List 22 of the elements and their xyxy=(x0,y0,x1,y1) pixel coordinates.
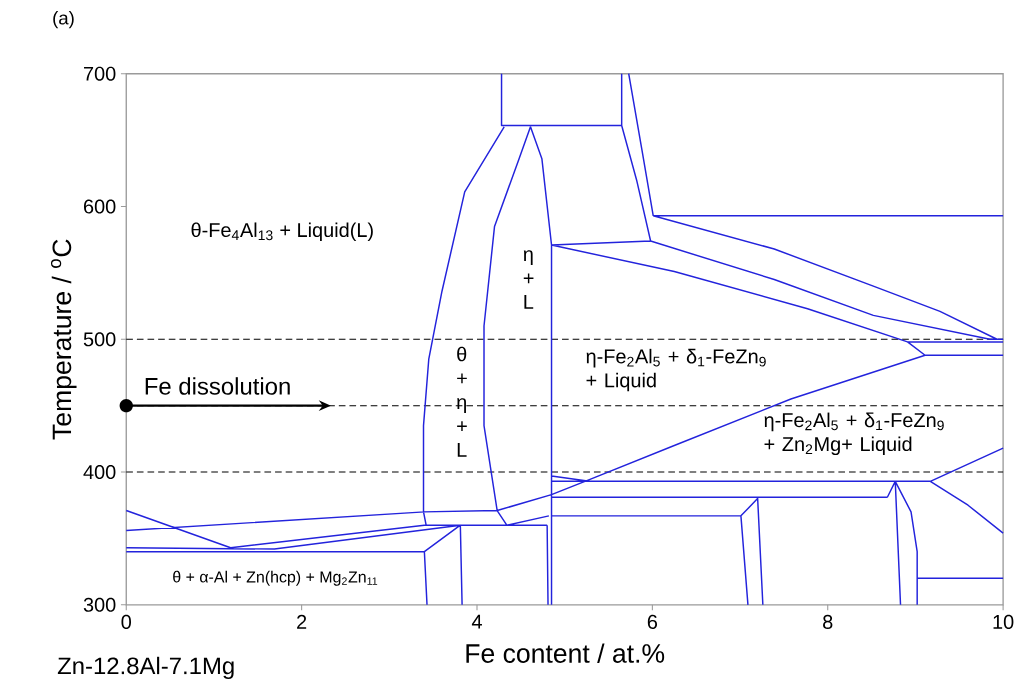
x-tick-label: 10 xyxy=(993,615,1014,630)
y-tick-label: 700 xyxy=(84,66,116,82)
y-tick-label: 300 xyxy=(83,598,116,613)
x-tick-label: 4 xyxy=(471,615,482,629)
x-tick-label: 6 xyxy=(647,615,658,630)
text: η-Fe$_{2}$Al$_{5}$ + δ$_{1}$-FeZn$_{9}$ + Zn$_{2}$Mg+ Liquid xyxy=(764,412,944,456)
text: Zn-12.8Al-7.1Mg xyxy=(57,657,234,680)
annotation: θ + η + L xyxy=(457,346,467,457)
x-tick-label: 0 xyxy=(121,615,132,630)
annotation: η + L xyxy=(523,250,534,310)
annotation: Fe dissolution xyxy=(145,377,290,395)
annotation: θ-Fe$_{4}$Al$_{13}$ + Liquid(L) xyxy=(191,222,373,242)
y-tick-label: 500 xyxy=(83,332,116,347)
y-tick-label: 600 xyxy=(84,199,116,214)
text: η-Fe$_{2}$Al$_{5}$ + δ$_{1}$-FeZn$_{9}$ + Liquid xyxy=(586,349,766,392)
annotation: θ + α-Al + Zn(hcp) + Mg$_{2}$Zn$_{11}$ xyxy=(173,571,378,586)
y-tick-label: 400 xyxy=(83,465,116,480)
y-axis-title: Temperature / $^{o}$C xyxy=(51,239,77,440)
x-tick-label: 2 xyxy=(297,615,307,629)
x-axis-title: Fe content / at.% xyxy=(466,643,665,664)
text: (a) xyxy=(53,11,74,29)
x-tick-label: 8 xyxy=(823,615,833,630)
